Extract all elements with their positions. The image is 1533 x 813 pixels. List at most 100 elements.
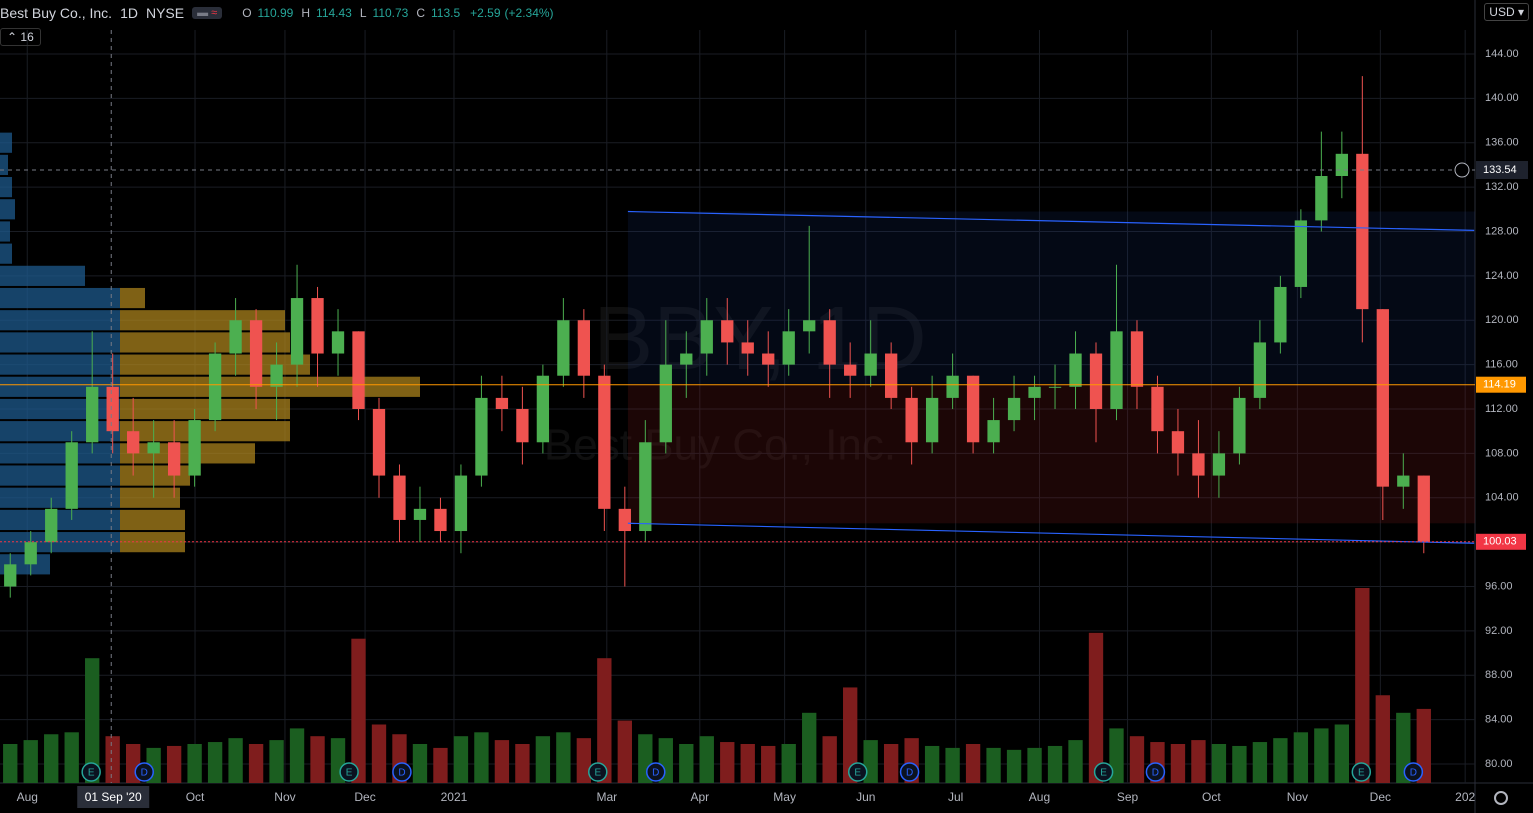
candle-body bbox=[1212, 453, 1226, 476]
profile-bar bbox=[0, 287, 120, 309]
profile-bar bbox=[120, 487, 180, 508]
candle-body bbox=[86, 386, 99, 443]
candle-body bbox=[598, 375, 611, 509]
profile-bar bbox=[0, 154, 8, 176]
candle-body bbox=[352, 331, 365, 409]
candle-body bbox=[270, 364, 283, 387]
candle-body bbox=[659, 364, 672, 443]
profile-bar bbox=[120, 509, 185, 531]
y-tick-label: 124.00 bbox=[1485, 270, 1519, 282]
volume-bar bbox=[1273, 738, 1288, 783]
event-label: D bbox=[1152, 768, 1159, 779]
change-pct: (+2.34%) bbox=[504, 6, 554, 20]
event-marker bbox=[81, 762, 101, 782]
y-tick-label: 120.00 bbox=[1485, 314, 1519, 326]
x-tick-label: Dec bbox=[354, 790, 375, 804]
y-tick-label: 112.00 bbox=[1485, 403, 1518, 415]
status[interactable]: ▬ ≈ bbox=[192, 7, 223, 19]
volume-bar bbox=[1314, 728, 1329, 783]
profile-bar bbox=[120, 421, 290, 442]
candle-body bbox=[1417, 475, 1430, 543]
x-tick-label: Nov bbox=[274, 790, 295, 804]
profile-bar bbox=[120, 310, 285, 331]
volume-bar bbox=[965, 744, 981, 783]
volume-bar bbox=[699, 736, 714, 783]
indicator-toggle[interactable]: ⌃ 16 bbox=[0, 28, 41, 46]
profile-bar bbox=[0, 354, 120, 375]
y-tick-label: 88.00 bbox=[1485, 669, 1513, 681]
candle-body bbox=[1007, 397, 1021, 421]
event-marker bbox=[899, 762, 920, 782]
event-label: E bbox=[594, 768, 601, 779]
candle-body bbox=[1356, 153, 1369, 310]
candle-body bbox=[127, 431, 140, 454]
profile-bar bbox=[0, 443, 120, 464]
volume-bar bbox=[1170, 744, 1186, 783]
candle-body bbox=[1171, 431, 1185, 454]
legend: Best Buy Co., Inc. 1D NYSE ▬ ≈ O 110.99 H 1… bbox=[0, 3, 554, 23]
currency[interactable]: USD ▾ bbox=[1484, 3, 1529, 21]
x-tick-label: Dec bbox=[1370, 790, 1391, 804]
volume-bar bbox=[1047, 745, 1063, 783]
volume-bar bbox=[289, 728, 305, 783]
volume-bar bbox=[1006, 749, 1022, 783]
price-label-bg bbox=[1476, 376, 1526, 393]
candle-body bbox=[495, 397, 509, 409]
price-label-bg bbox=[1476, 533, 1526, 550]
profile-bar bbox=[0, 243, 12, 264]
volume-bar bbox=[1355, 588, 1370, 783]
event-label: D bbox=[1410, 768, 1417, 779]
volume-bar bbox=[310, 736, 325, 783]
x-tick-label: Aug bbox=[17, 790, 38, 804]
indicator-count: 16 bbox=[20, 30, 34, 44]
candle-body bbox=[1192, 453, 1205, 476]
profile-bar bbox=[120, 376, 420, 397]
volume-bar bbox=[556, 732, 571, 783]
candle-body bbox=[147, 442, 160, 454]
candle-body bbox=[1089, 353, 1103, 409]
y-tick-label: 140.00 bbox=[1485, 92, 1519, 104]
volume-bar bbox=[597, 658, 612, 783]
candle-body bbox=[987, 420, 1000, 443]
volume-bar bbox=[1129, 736, 1145, 783]
ohlc: O 110.99 H 114.43 L 110.73 C 113.5 bbox=[242, 6, 462, 20]
price-label: 100.03 bbox=[1483, 536, 1517, 548]
volume-bar bbox=[761, 745, 776, 783]
candle-body bbox=[106, 386, 119, 432]
y-tick-label: 104.00 bbox=[1485, 492, 1519, 504]
volume-bar bbox=[1375, 695, 1390, 783]
candle-body bbox=[208, 353, 222, 421]
volume-bar bbox=[1232, 745, 1247, 783]
candle-body bbox=[741, 342, 754, 354]
volume-bar bbox=[1211, 744, 1227, 783]
event-marker bbox=[392, 762, 412, 782]
candle-body bbox=[864, 353, 877, 376]
volume-bar bbox=[474, 732, 489, 783]
candle-body bbox=[577, 320, 590, 376]
profile-bar bbox=[120, 287, 145, 309]
y-tick-label: 128.00 bbox=[1485, 225, 1519, 237]
volume-bar bbox=[371, 724, 387, 783]
x-tick-label: Oct bbox=[186, 790, 205, 804]
volume-bar bbox=[351, 638, 366, 783]
volume-bar bbox=[986, 747, 1001, 783]
event-label: E bbox=[854, 768, 861, 779]
volume-bar bbox=[3, 744, 18, 783]
settings-bg bbox=[1478, 784, 1533, 813]
x-tick-label: Apr bbox=[690, 790, 709, 804]
candle-body bbox=[925, 397, 939, 443]
volume-bar bbox=[617, 720, 632, 783]
candle-body bbox=[1335, 153, 1348, 177]
candle-body bbox=[393, 475, 406, 520]
volume-bar bbox=[85, 658, 100, 783]
candle-body bbox=[639, 442, 652, 532]
event-marker bbox=[1145, 762, 1166, 782]
settings bbox=[1494, 791, 1508, 805]
x-tick-label: Sep bbox=[1117, 790, 1139, 804]
volume-bar bbox=[576, 738, 592, 783]
ohlc-key: H bbox=[301, 6, 311, 20]
crosshair-price: 133.54 bbox=[1483, 164, 1517, 176]
volume-bar bbox=[1252, 742, 1268, 783]
volume-bar bbox=[166, 745, 182, 783]
event-label: D bbox=[141, 768, 148, 779]
